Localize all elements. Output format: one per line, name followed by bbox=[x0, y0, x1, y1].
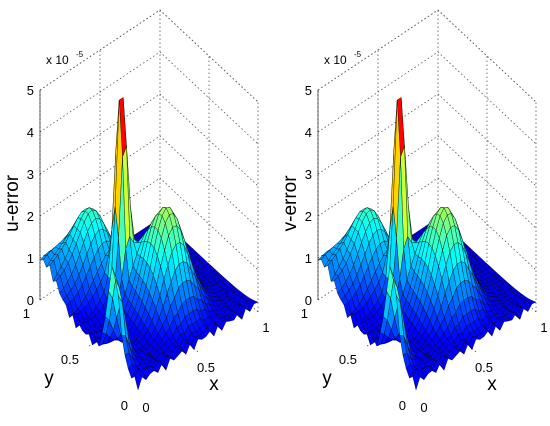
y-axis-label: y bbox=[322, 368, 332, 389]
x-tick-label: 0 bbox=[420, 400, 427, 415]
z-exponent-value: -5 bbox=[354, 50, 362, 59]
z-tick-label: 1 bbox=[27, 251, 34, 266]
x-tick-label: 0.5 bbox=[197, 360, 215, 375]
x-tick-label: 1 bbox=[540, 320, 547, 335]
z-tick-label: 2 bbox=[27, 209, 34, 224]
z-axis-label: u-error bbox=[2, 174, 23, 232]
x-tick-label: 0 bbox=[142, 400, 149, 415]
z-axis-label: v-error bbox=[280, 175, 301, 232]
z-tick-label: 5 bbox=[27, 83, 34, 98]
x-axis-label: x bbox=[209, 374, 219, 395]
z-tick-label: 5 bbox=[305, 83, 312, 98]
y-tick-label: 1 bbox=[301, 306, 308, 321]
error-surface bbox=[39, 97, 259, 391]
z-tick-label: 3 bbox=[305, 167, 312, 182]
y-tick-label: 1 bbox=[23, 306, 30, 321]
y-tick-label: 0.5 bbox=[339, 352, 357, 367]
z-tick-label: 0 bbox=[305, 293, 312, 308]
z-tick-label: 2 bbox=[305, 209, 312, 224]
y-tick-label: 0 bbox=[121, 398, 128, 413]
z-exponent-label: x 10 bbox=[46, 53, 69, 67]
y-tick-label: 0.5 bbox=[61, 352, 79, 367]
x-tick-label: 0.5 bbox=[475, 360, 493, 375]
z-tick-label: 1 bbox=[305, 251, 312, 266]
z-tick-label: 4 bbox=[27, 125, 34, 140]
z-exponent-value: -5 bbox=[76, 50, 84, 59]
z-exponent-label: x 10 bbox=[324, 53, 347, 67]
z-tick-label: 0 bbox=[27, 293, 34, 308]
y-tick-label: 0 bbox=[399, 398, 406, 413]
error-surface bbox=[317, 97, 537, 391]
x-axis-label: x bbox=[487, 374, 497, 395]
z-tick-label: 4 bbox=[305, 125, 312, 140]
z-tick-label: 3 bbox=[27, 167, 34, 182]
x-tick-label: 1 bbox=[262, 320, 269, 335]
y-axis-label: y bbox=[44, 368, 54, 389]
